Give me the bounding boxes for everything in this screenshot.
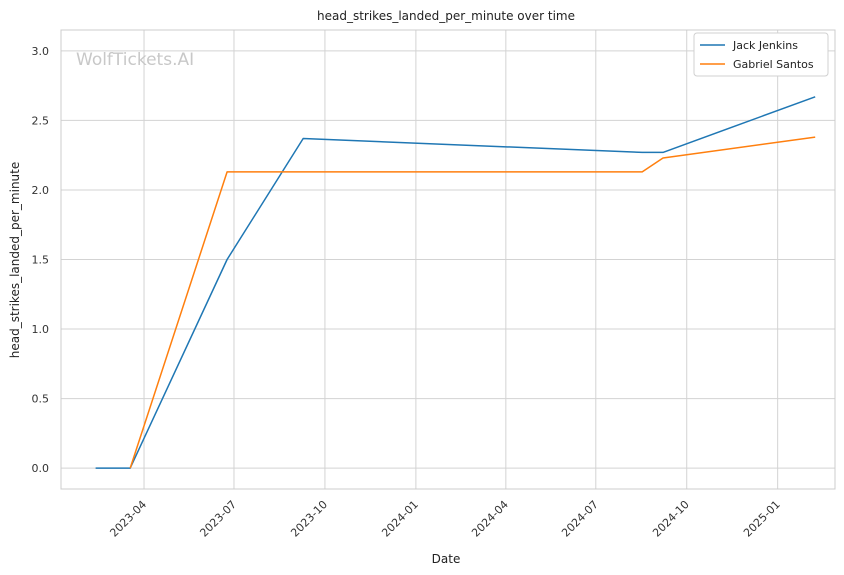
y-tick-labels: 0.0 0.5 1.0 1.5 2.0 2.5 3.0 xyxy=(32,45,50,475)
y-tick-label: 2.5 xyxy=(32,114,50,127)
x-tick-label: 2023-04 xyxy=(107,498,149,540)
legend-label-jack-jenkins: Jack Jenkins xyxy=(732,39,798,52)
chart-title: head_strikes_landed_per_minute over time xyxy=(317,9,575,23)
x-tick-label: 2023-10 xyxy=(288,498,330,540)
legend-frame xyxy=(693,32,829,77)
grid xyxy=(61,30,835,489)
series-lines xyxy=(95,96,816,469)
y-tick-label: 0.5 xyxy=(32,393,50,406)
y-tick-label: 2.0 xyxy=(32,184,50,197)
x-tick-label: 2023-07 xyxy=(197,498,239,540)
x-tick-label: 2024-07 xyxy=(559,498,601,540)
y-tick-label: 3.0 xyxy=(32,45,50,58)
watermark: WolfTickets.AI xyxy=(76,50,194,70)
x-tick-label: 2024-10 xyxy=(650,498,692,540)
series-line-gabriel-santos xyxy=(129,136,816,469)
x-tick-label: 2024-04 xyxy=(469,498,511,540)
x-tick-label: 2025-01 xyxy=(741,498,783,540)
y-axis-label: head_strikes_landed_per_minute xyxy=(8,162,22,359)
x-tick-labels: 2023-04 2023-07 2023-10 2024-01 2024-04 2024-… xyxy=(107,498,782,540)
legend-label-gabriel-santos: Gabriel Santos xyxy=(733,58,814,71)
legend: Jack Jenkins Gabriel Santos xyxy=(693,32,829,77)
y-tick-label: 0.0 xyxy=(32,462,50,475)
y-tick-label: 1.0 xyxy=(32,323,50,336)
x-axis-label: Date xyxy=(432,552,461,566)
plot-area-frame xyxy=(60,29,836,490)
y-tick-label: 1.5 xyxy=(32,254,50,267)
x-tick-label: 2024-01 xyxy=(379,498,421,540)
